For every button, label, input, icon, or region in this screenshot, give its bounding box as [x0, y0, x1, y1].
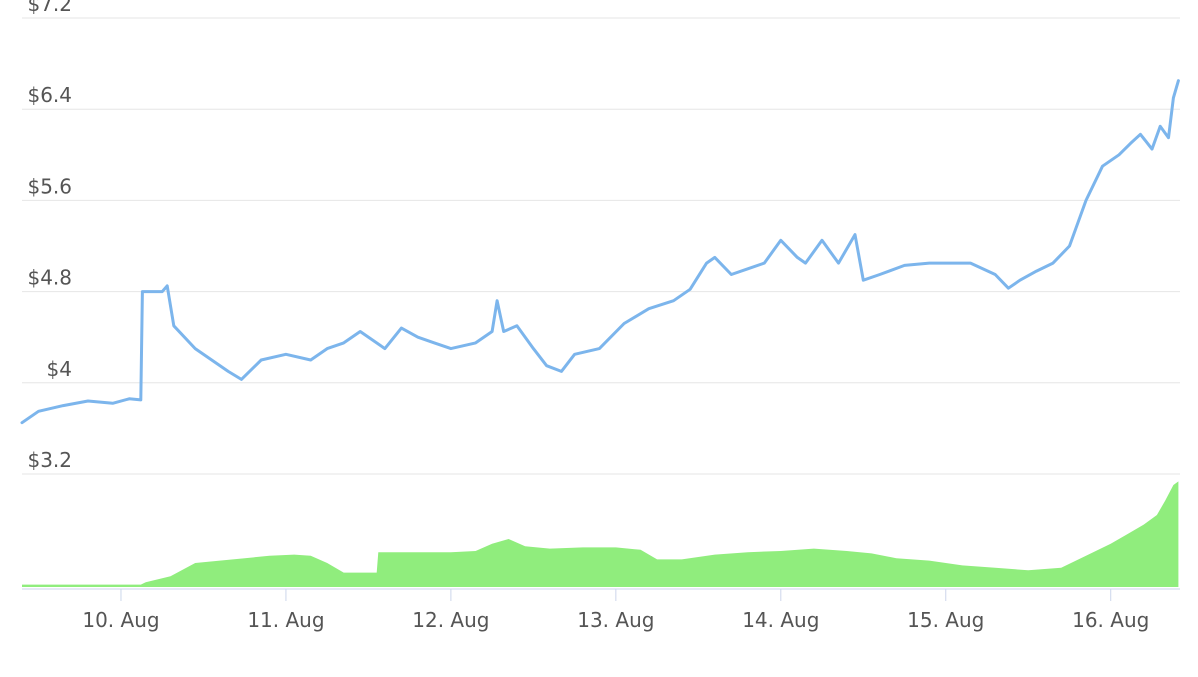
y-tick-label: $6.4 — [27, 83, 72, 107]
x-tick-label: 13. Aug — [577, 608, 654, 632]
y-tick-label: $3.2 — [27, 448, 72, 472]
volume-area-series — [22, 481, 1179, 587]
x-tick-label: 11. Aug — [247, 608, 324, 632]
y-tick-label: $5.6 — [27, 174, 72, 198]
x-tick-label: 10. Aug — [82, 608, 159, 632]
y-tick-label: $7.2 — [27, 0, 72, 16]
x-tick-label: 12. Aug — [412, 608, 489, 632]
x-axis — [22, 588, 1180, 601]
volume-area — [22, 481, 1179, 587]
y-tick-label: $4.8 — [27, 266, 72, 290]
y-gridlines — [22, 17, 1180, 475]
x-tick-label: 14. Aug — [742, 608, 819, 632]
y-tick-label: $4 — [47, 357, 72, 381]
x-axis-labels: 10. Aug 11. Aug 12. Aug 13. Aug 14. Aug 15. A… — [82, 608, 1149, 632]
price-line-series — [20, 79, 1180, 425]
x-tick-label: 16. Aug — [1072, 608, 1149, 632]
x-tick-label: 15. Aug — [907, 608, 984, 632]
price-line — [20, 79, 1180, 425]
y-axis-labels: $3.2 $4 $4.8 $5.6 $6.4 $7.2 — [27, 0, 72, 472]
